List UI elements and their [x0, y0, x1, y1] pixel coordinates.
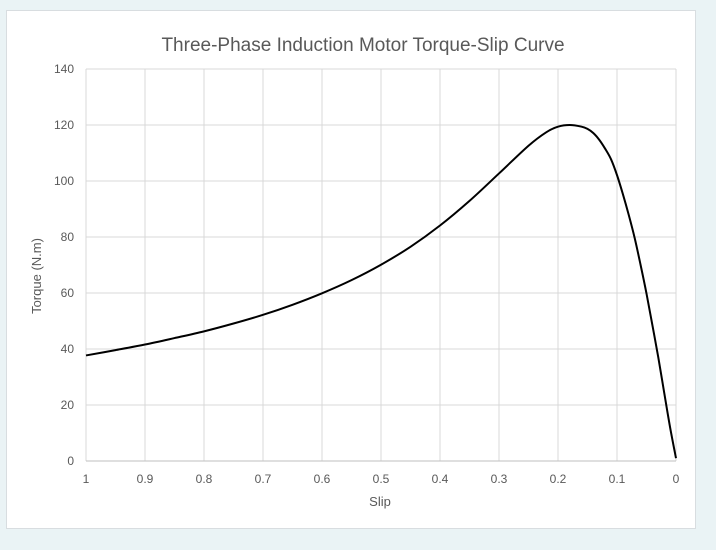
y-tick-label: 60 [61, 286, 75, 300]
y-tick-label: 40 [61, 342, 75, 356]
x-tick-label: 0.3 [491, 472, 508, 486]
x-tick-label: 0.9 [137, 472, 154, 486]
x-tick-label: 0 [673, 472, 680, 486]
torque-slip-chart: Three-Phase Induction Motor Torque-Slip … [29, 35, 680, 509]
y-axis-label: Torque (N.m) [29, 238, 44, 314]
x-tick-label: 1 [83, 472, 90, 486]
x-tick-label: 0.6 [314, 472, 331, 486]
x-tick-label: 0.8 [196, 472, 213, 486]
x-axis-ticks: 1 0.9 0.8 0.7 0.6 0.5 0.4 0.3 0.2 0.1 0 [83, 472, 680, 486]
y-tick-label: 120 [54, 118, 74, 132]
x-tick-label: 0.2 [550, 472, 567, 486]
y-tick-label: 20 [61, 398, 75, 412]
x-tick-label: 0.7 [255, 472, 272, 486]
x-axis-label: Slip [369, 494, 391, 509]
x-tick-label: 0.5 [373, 472, 390, 486]
torque-slip-curve [85, 123, 677, 459]
y-tick-label: 140 [54, 62, 74, 76]
y-tick-label: 100 [54, 174, 74, 188]
x-tick-label: 0.4 [432, 472, 449, 486]
chart-frame: Three-Phase Induction Motor Torque-Slip … [6, 10, 696, 529]
y-axis-ticks: 0 20 40 60 80 100 120 140 [54, 62, 74, 468]
y-tick-label: 0 [67, 454, 74, 468]
chart-title: Three-Phase Induction Motor Torque-Slip … [161, 35, 564, 56]
x-tick-label: 0.1 [609, 472, 626, 486]
y-tick-label: 80 [61, 230, 75, 244]
